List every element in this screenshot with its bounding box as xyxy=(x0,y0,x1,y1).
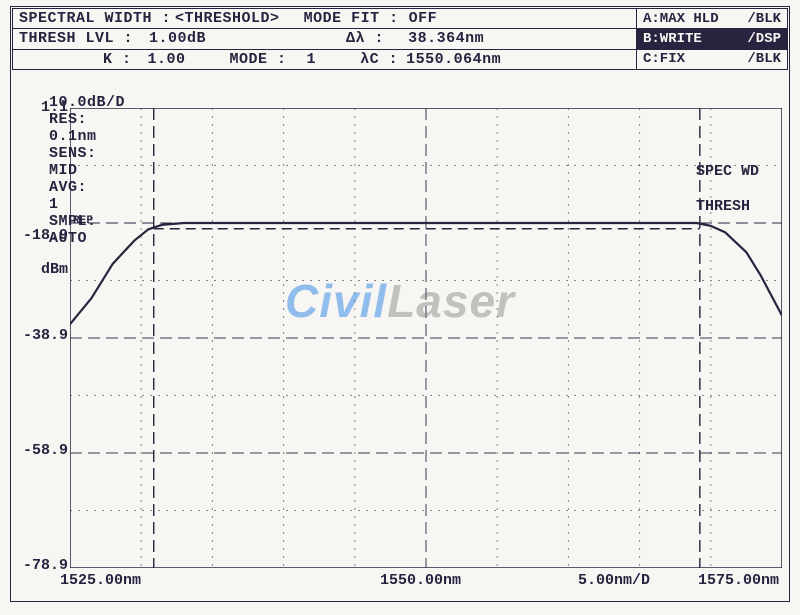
trace-c-right: /BLK xyxy=(747,51,781,67)
trace-b-left: B:WRITE xyxy=(643,31,702,47)
annotation-line2: THRESH xyxy=(696,198,750,215)
header-panel: SPECTRAL WIDTH : <THRESHOLD> MODE FIT : … xyxy=(12,8,788,70)
dlambda-value: 38.364nm xyxy=(408,30,484,47)
header-row-1: SPECTRAL WIDTH : <THRESHOLD> MODE FIT : … xyxy=(13,9,636,28)
mode-value: 1 xyxy=(307,51,317,68)
lambda-c-label: λC : xyxy=(360,51,398,68)
trace-b-right: /DSP xyxy=(747,31,781,47)
ytick-0: 1.1 xyxy=(41,99,68,116)
x-per-div: 5.00nm/D xyxy=(578,572,650,589)
plot-annotation: SPEC WD THRESH xyxy=(660,146,759,232)
ytick-1-val: -18.9 xyxy=(23,227,68,244)
k-value: 1.00 xyxy=(148,51,186,68)
mode-fit-label: MODE FIT : xyxy=(304,10,399,27)
mode-label: MODE : xyxy=(230,51,287,68)
spectrum-plot: REF SPEC WD THRESH xyxy=(70,108,782,568)
lambda-c-value: 1550.064nm xyxy=(406,51,501,68)
y-axis-labels: 1.1 -18.9 dBm -38.9 -58.9 -78.9 xyxy=(12,102,68,572)
ytick-2: -38.9 xyxy=(23,327,68,344)
trace-a-left: A:MAX HLD xyxy=(643,11,719,27)
y-unit: dBm xyxy=(41,261,68,278)
trace-c-left: C:FIX xyxy=(643,51,685,67)
ytick-3: -58.9 xyxy=(23,442,68,459)
trace-b-status: B:WRITE /DSP xyxy=(637,28,787,48)
x-left: 1525.00nm xyxy=(60,572,141,589)
trace-a-status: A:MAX HLD /BLK xyxy=(637,9,787,28)
x-center: 1550.00nm xyxy=(380,572,461,589)
spectral-width-value: <THRESHOLD> xyxy=(175,10,280,27)
dlambda-label: Δλ : xyxy=(346,30,384,47)
k-label: K : xyxy=(103,51,132,68)
spectral-width-label: SPECTRAL WIDTH : xyxy=(19,10,171,27)
header-row-2: THRESH LVL : 1.00dB Δλ : 38.364nm xyxy=(13,28,636,48)
mode-fit-value: OFF xyxy=(409,10,438,27)
trace-c-status: C:FIX /BLK xyxy=(637,49,787,69)
header-left: SPECTRAL WIDTH : <THRESHOLD> MODE FIT : … xyxy=(13,9,637,69)
thresh-value: 1.00dB xyxy=(149,30,206,47)
ref-label: REF xyxy=(73,215,93,228)
header-right: A:MAX HLD /BLK B:WRITE /DSP C:FIX /BLK xyxy=(637,9,787,69)
header-row-3: K : 1.00 MODE : 1 λC : 1550.064nm xyxy=(13,49,636,69)
annotation-line1: SPEC WD xyxy=(696,163,759,180)
ytick-1: -18.9 dBm xyxy=(0,210,68,295)
trace-a-right: /BLK xyxy=(747,11,781,27)
thresh-label: THRESH LVL : xyxy=(19,30,133,47)
x-right: 1575.00nm xyxy=(698,572,779,589)
